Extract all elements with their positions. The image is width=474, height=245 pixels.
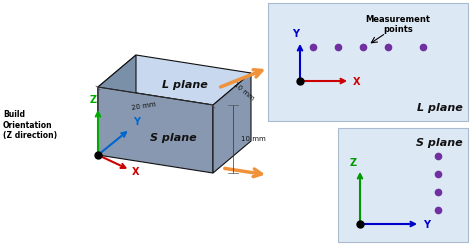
Bar	[338, 128, 468, 242]
Text: S plane: S plane	[150, 133, 197, 143]
Text: 10 mm: 10 mm	[241, 136, 266, 142]
Text: X: X	[353, 77, 361, 87]
Text: S plane: S plane	[416, 138, 463, 148]
Text: Build
Orientation
(Z direction): Build Orientation (Z direction)	[3, 110, 57, 140]
Text: L plane: L plane	[162, 80, 207, 90]
Text: Y: Y	[292, 29, 299, 39]
Text: Z: Z	[350, 158, 357, 168]
Text: Y: Y	[133, 117, 140, 127]
Text: X: X	[132, 167, 139, 177]
Bar	[268, 3, 468, 121]
Text: 10 mm: 10 mm	[233, 81, 255, 101]
Text: L plane: L plane	[417, 103, 463, 113]
Polygon shape	[213, 73, 251, 173]
Polygon shape	[98, 55, 136, 155]
Text: 20 mm: 20 mm	[131, 101, 156, 111]
Text: Y: Y	[423, 220, 430, 230]
Polygon shape	[98, 87, 213, 173]
Text: Measurement
points: Measurement points	[365, 15, 430, 34]
Text: Z: Z	[90, 95, 97, 105]
Polygon shape	[98, 55, 251, 105]
